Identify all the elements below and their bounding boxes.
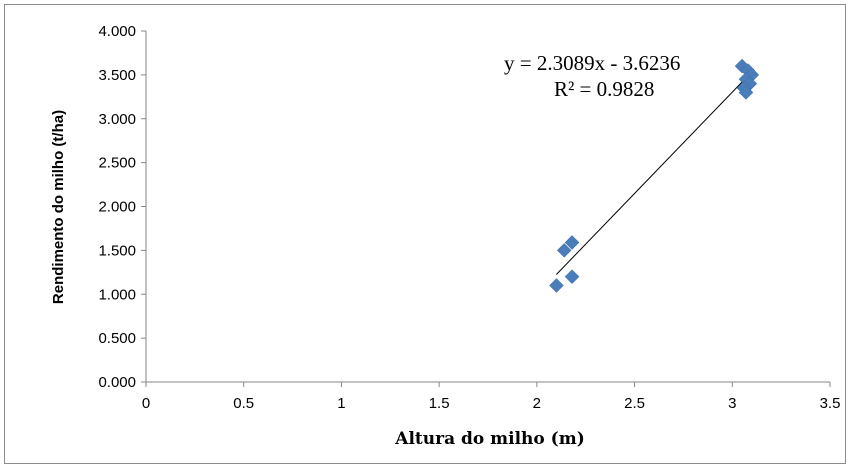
trendline-group	[556, 71, 753, 275]
x-tick-label: 0.5	[233, 395, 254, 412]
data-point	[549, 278, 564, 293]
x-tick-label: 0	[142, 395, 150, 412]
x-tick-label: 3.5	[820, 395, 841, 412]
x-tick-label: 3	[728, 395, 736, 412]
data-point	[738, 85, 754, 100]
points-group	[549, 58, 760, 293]
data-point	[564, 269, 580, 285]
y-tick-label: 2.500	[98, 155, 136, 172]
y-tick-label: 2.000	[98, 199, 136, 216]
trendline	[556, 71, 753, 275]
x-axis-label: Altura do milho (m)	[394, 429, 585, 449]
data-point	[556, 243, 572, 258]
y-tick-label: 4.000	[98, 23, 136, 40]
x-tick-label: 1	[337, 395, 345, 412]
y-tick-label: 3.000	[98, 111, 136, 128]
x-tick-label: 2	[533, 395, 541, 412]
x-tick-label: 1.5	[429, 395, 450, 412]
trendline-equation: y = 2.3089x - 3.6236	[504, 51, 680, 75]
x-tick-label: 2.5	[624, 395, 645, 412]
r-squared-label: R² = 0.9828	[554, 77, 654, 101]
y-tick-label: 0.000	[98, 374, 136, 391]
y-tick-label: 1.500	[98, 242, 136, 259]
x-ticks: 0 0.5 1 1.5 2 2.5 3 3.5	[142, 382, 841, 412]
y-ticks: 0.000 0.500 1.000 1.500 2.000 2.500 3.000 3.500…	[98, 23, 146, 391]
y-axis-label: Rendimento do milho (t/ha)	[50, 110, 67, 304]
y-tick-label: 0.500	[98, 330, 136, 347]
y-tick-label: 1.000	[98, 286, 136, 303]
data-point	[564, 235, 580, 250]
chart-frame	[4, 4, 846, 464]
y-tick-label: 3.500	[98, 67, 136, 84]
